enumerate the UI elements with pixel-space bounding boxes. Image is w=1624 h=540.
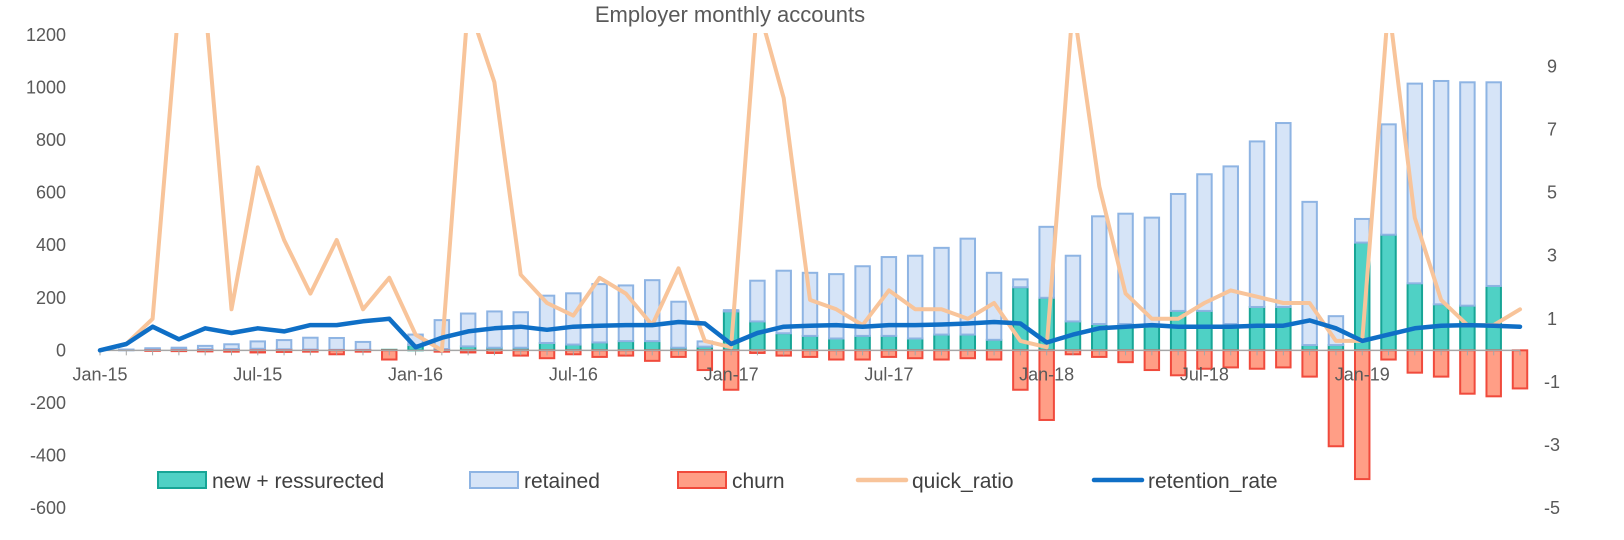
y-tick-label: 0 [56, 340, 66, 360]
bar-churn-36 [1038, 349, 1055, 421]
bar-new-26 [775, 332, 792, 352]
bar-retained-52 [1459, 81, 1476, 307]
bar-new-50 [1406, 282, 1424, 352]
y-tick-label: 600 [36, 183, 66, 203]
y-tick-label: 1200 [26, 25, 66, 45]
bar-new-27 [801, 334, 819, 352]
bar-new-44 [1248, 305, 1266, 352]
bar-retained-3 [170, 346, 188, 351]
legend-swatch [157, 471, 207, 489]
line-quick-ratio [98, 33, 1522, 353]
bar-retained-31 [906, 254, 924, 340]
y2-tick-label: -5 [1544, 498, 1560, 518]
bar-new-42 [1196, 309, 1213, 352]
bar-retained-10 [354, 340, 372, 351]
y2-tick-label: -1 [1544, 372, 1560, 392]
legend-label: retention_rate [1148, 470, 1278, 493]
bar-retained-16 [512, 311, 529, 349]
bar-retained-4 [196, 344, 214, 351]
bar-retained-18 [565, 292, 582, 346]
bar-new-29 [854, 334, 871, 352]
x-tick-label: Jan-19 [1335, 364, 1390, 384]
bar-new-30 [880, 334, 898, 352]
bar-churn-52 [1459, 349, 1476, 395]
x-tick-label: Jul-17 [864, 364, 913, 384]
bar-retained-24 [722, 309, 740, 313]
axes-layer: 1200 1000 800 600 400 200 0 -200 -400 -600 9 7 5 3 1 -1… [26, 25, 1560, 518]
line-retention-rate [97, 316, 1523, 353]
bar-new-52 [1459, 304, 1476, 352]
bar-retained-42 [1196, 173, 1213, 312]
bar-new-33 [959, 333, 977, 352]
bar-retained-19 [591, 283, 608, 344]
bar-churn-54 [1511, 349, 1529, 390]
legend-swatch [677, 471, 727, 489]
y-tick-label: 1000 [26, 78, 66, 98]
legend-label: churn [732, 470, 785, 493]
bar-new-28 [828, 337, 845, 352]
bars-layer [118, 79, 1529, 481]
bar-retained-35 [1012, 278, 1029, 289]
y2-tick-label: 1 [1547, 309, 1557, 329]
bar-retained-40 [1143, 216, 1161, 328]
x-tick-label: Jan-17 [704, 364, 759, 384]
chart-title: Employer monthly accounts [595, 2, 865, 27]
y-tick-label: -600 [30, 498, 66, 518]
bar-retained-49 [1380, 123, 1397, 236]
bar-retained-26 [775, 269, 792, 335]
bar-retained-45 [1275, 122, 1292, 308]
bar-new-40 [1143, 325, 1161, 352]
bar-retained-37 [1064, 254, 1082, 323]
bar-retained-33 [959, 237, 977, 336]
x-tick-label: Jan-18 [1019, 364, 1074, 384]
lines-layer [97, 33, 1523, 353]
bar-new-53 [1485, 284, 1502, 352]
bar-retained-38 [1091, 215, 1108, 326]
bar-retained-7 [275, 339, 293, 351]
y-tick-label: 800 [36, 130, 66, 150]
legend: new + ressurected retained churn quick_rati… [157, 470, 1278, 493]
bar-retained-6 [249, 340, 267, 350]
y2-tick-label: 3 [1547, 246, 1557, 266]
bar-retained-32 [933, 246, 950, 336]
x-tick-label: Jul-16 [549, 364, 598, 384]
bar-new-32 [933, 333, 950, 352]
y-tick-label: -400 [30, 445, 66, 465]
legend-label: new + ressurected [212, 470, 384, 493]
bar-retained-48 [1353, 217, 1371, 244]
bar-retained-43 [1222, 165, 1239, 326]
legend-label: retained [524, 470, 600, 493]
x-tick-label: Jul-18 [1180, 364, 1229, 384]
bar-retained-5 [223, 343, 240, 351]
bar-new-31 [906, 337, 924, 352]
bar-new-21 [643, 340, 661, 352]
legend-label: quick_ratio [912, 470, 1014, 493]
bar-new-45 [1275, 305, 1292, 352]
bar-retained-8 [302, 336, 319, 351]
y-tick-label: -200 [30, 393, 66, 413]
bar-churn-53 [1485, 349, 1502, 398]
legend-swatch [469, 471, 519, 489]
y2-tick-label: -3 [1544, 435, 1560, 455]
bar-new-19 [591, 341, 608, 352]
y2-tick-label: 7 [1547, 120, 1557, 140]
bar-retained-51 [1432, 79, 1450, 306]
bar-retained-25 [749, 279, 766, 323]
bar-retained-41 [1169, 192, 1187, 312]
x-tick-label: Jan-16 [388, 364, 443, 384]
y2-tick-label: 5 [1547, 183, 1557, 203]
y2-tick-label: 9 [1547, 57, 1557, 77]
bar-new-20 [617, 340, 635, 352]
bar-new-34 [985, 338, 1003, 352]
y-tick-label: 400 [36, 235, 66, 255]
bar-retained-53 [1485, 81, 1502, 287]
y-tick-label: 200 [36, 288, 66, 308]
bar-new-17 [538, 341, 556, 352]
bar-retained-9 [328, 336, 345, 351]
x-tick-label: Jul-15 [233, 364, 282, 384]
x-tick-label: Jan-15 [72, 364, 127, 384]
bar-retained-44 [1248, 140, 1266, 308]
